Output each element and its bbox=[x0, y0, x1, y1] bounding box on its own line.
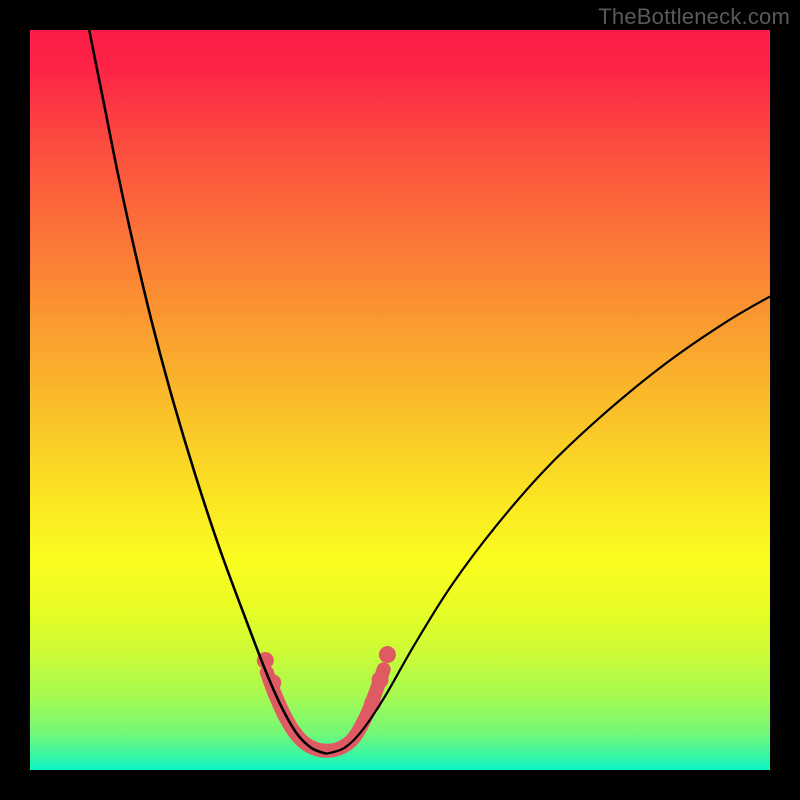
bottleneck-chart-svg bbox=[0, 0, 800, 800]
marker-right-1 bbox=[372, 671, 389, 688]
chart-container: TheBottleneck.com bbox=[0, 0, 800, 800]
watermark-text: TheBottleneck.com bbox=[598, 4, 790, 30]
marker-right-0 bbox=[364, 695, 381, 712]
marker-right-2 bbox=[379, 646, 396, 663]
gradient-plot-area bbox=[30, 30, 770, 770]
